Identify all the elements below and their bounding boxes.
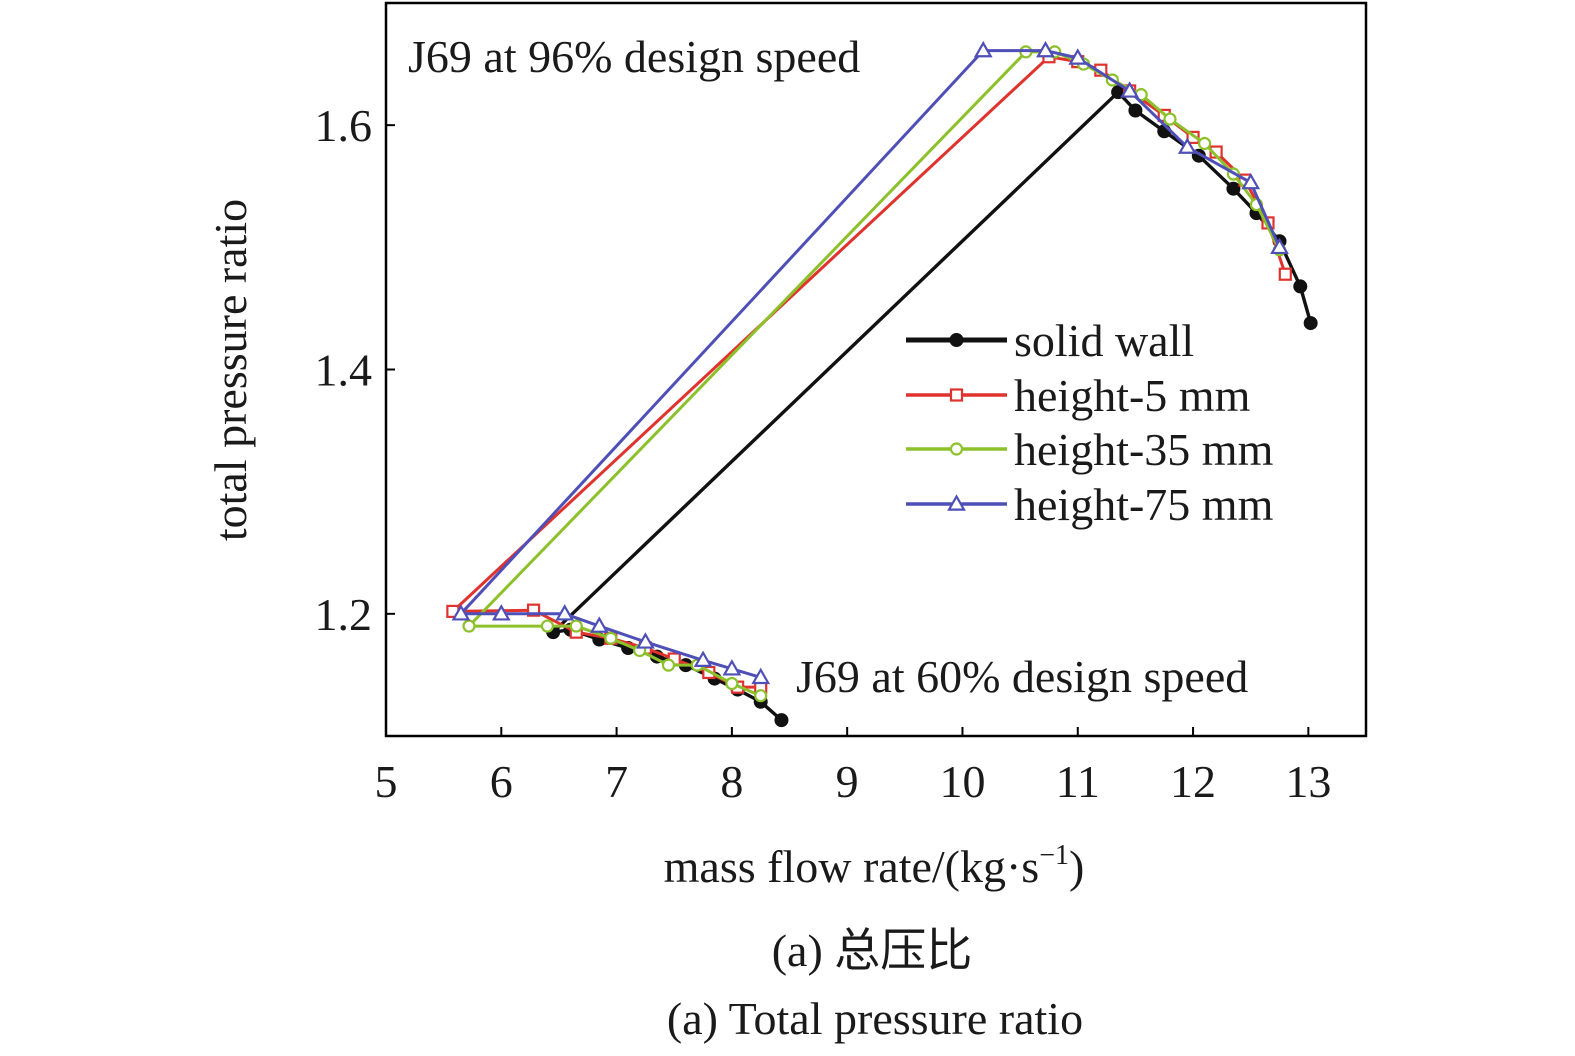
legend-marker-solid-wall <box>949 333 964 347</box>
x-axis-title-main: mass flow rate/(kg·s <box>664 841 1040 892</box>
data-point-solid-wall-96pct-1 <box>1128 103 1143 118</box>
data-point-height-75-mm-60pct-4 <box>636 632 655 649</box>
data-point-height-75-mm-96pct-2 <box>1068 48 1088 65</box>
data-point-height-75-mm-60pct-1 <box>491 604 511 621</box>
data-point-height-75-mm-96pct-0 <box>973 40 993 58</box>
data-point-height-75-mm-60pct-7 <box>751 667 771 685</box>
x-tick-label-5: 5 <box>375 756 398 807</box>
legend-label-solid-wall: solid wall <box>1014 315 1194 366</box>
data-point-height-75-mm-96pct-1 <box>1036 40 1055 58</box>
data-point-height-5-mm-60pct-1 <box>526 603 541 617</box>
series-line-height-35-mm-96pct <box>1025 50 1281 251</box>
data-point-height-35-mm-96pct-5 <box>1163 112 1177 126</box>
series-line-height-75-mm-60pct <box>460 612 762 679</box>
data-point-height-75-mm-60pct-3 <box>589 616 609 633</box>
y-axis: 1.2 1.4 1.6 <box>315 100 395 640</box>
x-axis-title: mass flow rate/(kg·s−1) <box>664 840 1085 892</box>
series-line-height-75-mm-connector <box>459 49 985 615</box>
data-point-height-35-mm-60pct-3 <box>604 631 618 645</box>
y-tick-label-1.4: 1.4 <box>315 345 373 396</box>
caption-english: (a) Total pressure ratio <box>667 993 1083 1044</box>
x-tick-label-11: 11 <box>1056 756 1100 807</box>
x-axis-title-close: ) <box>1069 841 1084 892</box>
caption-chinese: (a) 总压比 <box>772 925 973 976</box>
legend-label-height-35-mm: height-35 mm <box>1014 424 1274 475</box>
data-point-height-75-mm-60pct-6 <box>722 659 742 676</box>
legend-marker-height-75-mm <box>947 494 966 511</box>
x-tick-label-8: 8 <box>720 756 743 807</box>
y-axis-title: total pressure ratio <box>205 199 256 541</box>
annotation-60-speed: J69 at 60% design speed <box>796 651 1248 702</box>
series-line-height-5-mm-96pct <box>1048 55 1287 275</box>
x-tick-label-12: 12 <box>1170 756 1216 807</box>
x-tick-label-10: 10 <box>939 756 985 807</box>
data-point-solid-wall-96pct-8 <box>1303 316 1318 331</box>
x-tick-label-9: 9 <box>836 756 859 807</box>
data-point-solid-wall-96pct-7 <box>1293 279 1308 294</box>
annotation-96-speed: J69 at 96% design speed <box>408 31 860 82</box>
legend-label-height-5-mm: height-5 mm <box>1014 370 1251 421</box>
y-tick-label-1.2: 1.2 <box>315 589 373 640</box>
data-point-height-5-mm-96pct-9 <box>1278 267 1292 281</box>
y-tick-label-1.6: 1.6 <box>315 100 373 151</box>
data-point-solid-wall-60pct-9 <box>774 713 789 728</box>
data-point-height-35-mm-60pct-8 <box>754 689 768 703</box>
x-axis-title-superscript: −1 <box>1039 840 1069 871</box>
series-line-solid-wall-connector <box>552 90 1120 634</box>
legend-label-height-75-mm: height-75 mm <box>1014 479 1274 530</box>
data-point-height-75-mm-60pct-2 <box>555 604 575 621</box>
data-point-height-75-mm-96pct-3 <box>1120 81 1140 98</box>
data-point-height-35-mm-60pct-7 <box>725 676 739 691</box>
series-line-height-35-mm-connector <box>467 50 1027 628</box>
data-point-height-75-mm-96pct-4 <box>1177 137 1197 154</box>
data-point-height-75-mm-60pct-5 <box>693 650 713 667</box>
x-tick-label-7: 7 <box>605 756 628 807</box>
data-point-height-75-mm-96pct-5 <box>1241 172 1261 190</box>
x-tick-label-13: 13 <box>1285 756 1331 807</box>
legend-marker-height-5-mm <box>949 388 964 402</box>
data-point-height-35-mm-60pct-0 <box>462 619 476 633</box>
data-point-height-5-mm-96pct-5 <box>1186 130 1200 144</box>
x-axis: 5 6 7 8 9 10 11 12 13 <box>375 727 1331 807</box>
data-point-height-35-mm-60pct-2 <box>569 619 583 633</box>
data-point-height-35-mm-96pct-6 <box>1197 136 1212 151</box>
x-tick-label-6: 6 <box>490 756 513 807</box>
series-height-75-mm <box>451 40 1289 685</box>
series-line-height-75-mm-96pct <box>983 49 1281 248</box>
data-point-height-75-mm-96pct-6 <box>1270 237 1289 255</box>
data-point-solid-wall-96pct-4 <box>1226 181 1241 196</box>
data-point-height-75-mm-60pct-0 <box>451 604 471 621</box>
legend-marker-height-35-mm <box>949 442 964 456</box>
series-layer <box>446 40 1318 728</box>
data-point-height-35-mm-60pct-1 <box>540 619 555 633</box>
data-point-height-35-mm-60pct-5 <box>661 658 676 672</box>
series-line-solid-wall-96pct <box>1116 91 1313 324</box>
